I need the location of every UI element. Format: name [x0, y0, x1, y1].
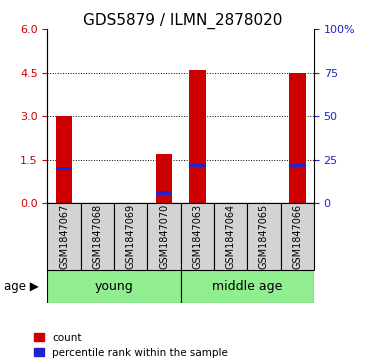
Bar	[47, 203, 81, 270]
Legend: count, percentile rank within the sample: count, percentile rank within the sample	[34, 333, 228, 358]
Text: GSM1847063: GSM1847063	[192, 204, 202, 269]
Bar	[181, 203, 214, 270]
Text: GSM1847067: GSM1847067	[59, 204, 69, 269]
Bar	[189, 70, 205, 203]
Text: age ▶: age ▶	[4, 280, 38, 293]
Text: GSM1847064: GSM1847064	[226, 204, 236, 269]
Text: GDS5879 / ILMN_2878020: GDS5879 / ILMN_2878020	[83, 13, 282, 29]
Bar	[247, 203, 281, 270]
Text: GSM1847070: GSM1847070	[159, 204, 169, 269]
Bar	[56, 116, 72, 203]
Bar	[289, 73, 306, 203]
Text: GSM1847069: GSM1847069	[126, 204, 136, 269]
Bar	[147, 203, 181, 270]
Text: GSM1847068: GSM1847068	[92, 204, 103, 269]
Bar	[156, 154, 172, 203]
Bar	[114, 203, 147, 270]
Bar	[214, 203, 247, 270]
Bar	[181, 270, 314, 303]
Text: young: young	[95, 280, 134, 293]
Bar	[289, 164, 306, 167]
Bar	[56, 167, 72, 170]
Text: GSM1847066: GSM1847066	[292, 204, 302, 269]
Text: middle age: middle age	[212, 280, 283, 293]
Text: GSM1847065: GSM1847065	[259, 204, 269, 269]
Bar	[156, 191, 172, 195]
Bar	[189, 164, 205, 167]
Bar	[81, 203, 114, 270]
Bar	[281, 203, 314, 270]
Bar	[47, 270, 181, 303]
